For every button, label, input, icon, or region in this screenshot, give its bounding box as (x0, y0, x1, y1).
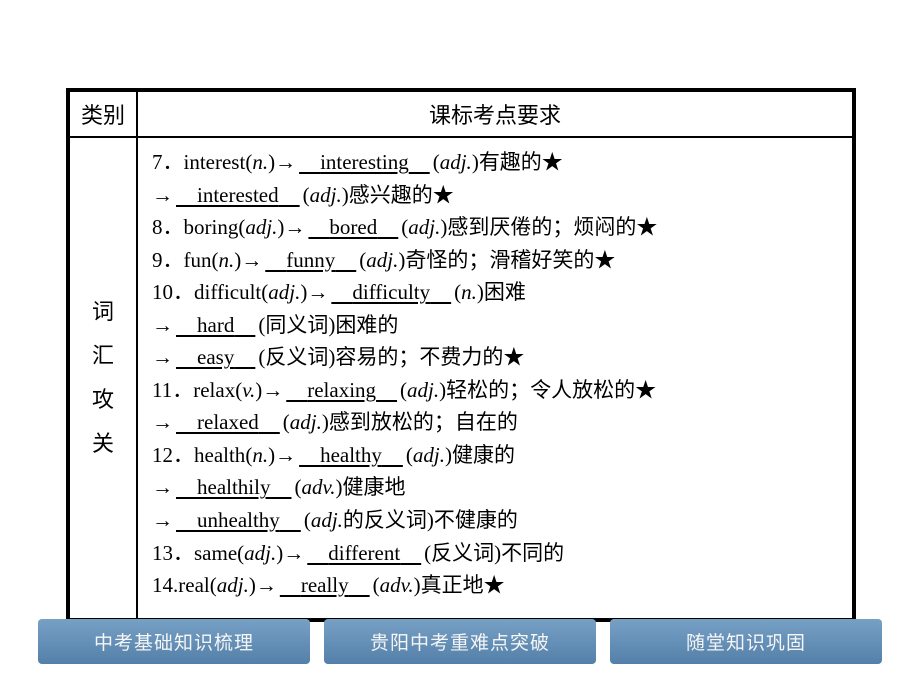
entry-12c: → unhealthy (adj.的反义词)不健康的 (152, 504, 838, 537)
entry-10c: → easy (反义词)容易的；不费力的★ (152, 341, 838, 374)
entry-11b: → relaxed (adj.)感到放松的；自在的 (152, 406, 838, 439)
entry-12b: → healthily (adv.)健康地 (152, 471, 838, 504)
tab-basics[interactable]: 中考基础知识梳理 (38, 619, 310, 664)
content-cell: 7．interest(n.)→ interesting (adj.)有趣的★ →… (137, 137, 853, 619)
entry-7: 7．interest(n.)→ interesting (adj.)有趣的★ (152, 146, 838, 179)
header-category: 类别 (69, 91, 137, 137)
entry-10b: → hard (同义词)困难的 (152, 309, 838, 342)
category-cell: 词 汇 攻 关 (69, 137, 137, 619)
entry-11: 11．relax(v.)→ relaxing (adj.)轻松的；令人放松的★ (152, 374, 838, 407)
category-char: 攻 (80, 378, 126, 422)
entry-14: 14.real(adj.)→ really (adv.)真正地★ (152, 569, 838, 602)
header-requirement: 课标考点要求 (137, 91, 853, 137)
tab-keypoints[interactable]: 贵阳中考重难点突破 (324, 619, 596, 664)
content-table-frame: 类别 课标考点要求 词 汇 攻 关 7．interest(n.)→ intere… (66, 88, 856, 622)
tab-practice[interactable]: 随堂知识巩固 (610, 619, 882, 664)
content-table: 类别 课标考点要求 词 汇 攻 关 7．interest(n.)→ intere… (68, 90, 854, 620)
bottom-tabs: 中考基础知识梳理 贵阳中考重难点突破 随堂知识巩固 (38, 619, 882, 664)
entry-7b: → interested (adj.)感兴趣的★ (152, 179, 838, 212)
entry-12: 12．health(n.)→ healthy (adj.)健康的 (152, 439, 838, 472)
entry-13: 13．same(adj.)→ different (反义词)不同的 (152, 537, 838, 570)
entry-8: 8．boring(adj.)→ bored (adj.)感到厌倦的；烦闷的★ (152, 211, 838, 244)
entry-9: 9．fun(n.)→ funny (adj.)奇怪的；滑稽好笑的★ (152, 244, 838, 277)
category-char: 词 (80, 290, 126, 334)
category-char: 汇 (80, 334, 126, 378)
entry-10: 10．difficult(adj.)→ difficulty (n.)困难 (152, 276, 838, 309)
category-char: 关 (80, 422, 126, 466)
